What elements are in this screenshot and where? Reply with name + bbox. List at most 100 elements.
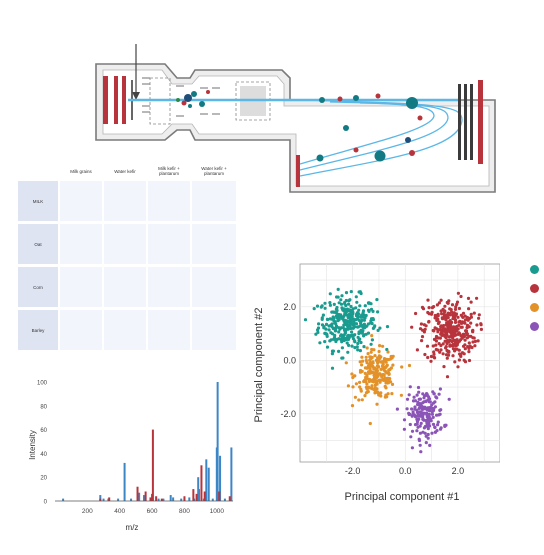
scatter-point xyxy=(363,371,367,375)
scatter-point xyxy=(438,412,442,416)
scatter-point xyxy=(336,319,340,323)
scatter-point xyxy=(427,408,431,413)
scatter-point xyxy=(449,308,453,312)
scatter-point xyxy=(469,312,473,316)
scatter-point xyxy=(372,379,376,383)
scatter-point xyxy=(418,443,422,447)
scatter-point xyxy=(337,349,341,353)
scatter-point xyxy=(368,371,372,375)
y-tick-label: 20 xyxy=(40,476,47,482)
x-tick-label: 0.0 xyxy=(399,466,412,476)
scatter-point xyxy=(416,412,420,417)
table-cell xyxy=(192,181,236,221)
scatter-point xyxy=(408,422,412,427)
spectrum-bar xyxy=(216,382,219,501)
scatter-point xyxy=(344,319,348,323)
scatter-point xyxy=(459,313,463,317)
scatter-point xyxy=(461,315,465,319)
scatter-point xyxy=(352,321,356,325)
spectrum-bar xyxy=(117,498,120,501)
scatter-point xyxy=(409,435,413,439)
scatter-point xyxy=(421,430,425,434)
scatter-point xyxy=(322,325,326,329)
scatter-point xyxy=(344,328,348,333)
scatter-point xyxy=(417,390,421,394)
scatter-point xyxy=(342,314,346,319)
table-cell xyxy=(148,267,190,307)
scatter-point xyxy=(345,341,349,345)
scatter-point xyxy=(450,310,454,314)
spectrum-bar xyxy=(172,497,175,501)
table-cell xyxy=(192,310,236,350)
table-cell xyxy=(192,267,236,307)
scatter-point xyxy=(351,307,355,311)
spectrum-bar xyxy=(149,497,152,501)
scatter-point xyxy=(453,307,458,311)
scatter-point xyxy=(420,335,425,339)
scatter-point xyxy=(442,312,446,316)
scatter-point xyxy=(445,341,449,346)
scatter-point xyxy=(426,436,430,440)
spectrum-bar xyxy=(205,459,208,501)
y-tick-label: 100 xyxy=(37,381,48,387)
source-plate xyxy=(114,76,118,124)
scatter-point xyxy=(432,337,437,341)
scatter-point xyxy=(374,380,378,384)
scatter-point xyxy=(363,304,367,308)
scatter-point xyxy=(407,363,412,368)
scatter-point xyxy=(410,446,414,450)
scatter-point xyxy=(402,427,406,431)
scatter-point xyxy=(453,320,458,324)
scatter-point xyxy=(357,312,361,316)
scatter-point xyxy=(432,305,436,309)
scatter-point xyxy=(467,350,471,354)
scatter-point xyxy=(341,308,346,312)
scatter-point xyxy=(422,330,426,334)
scatter-point xyxy=(324,332,329,336)
scatter-point xyxy=(424,418,428,423)
scatter-point xyxy=(329,331,333,335)
scatter-point xyxy=(459,325,463,329)
scatter-point xyxy=(347,302,351,306)
scatter-point xyxy=(312,307,316,311)
scatter-point xyxy=(373,391,377,395)
scatter-point xyxy=(325,345,330,349)
scatter-point xyxy=(456,315,460,319)
scatter-point xyxy=(477,316,481,320)
scatter-point xyxy=(366,308,371,312)
scatter-point xyxy=(316,326,321,330)
table-cell xyxy=(148,310,190,350)
scatter-point xyxy=(410,407,414,411)
scatter-point xyxy=(377,349,381,354)
scatter-point xyxy=(339,298,343,302)
table-row-label: Barley xyxy=(18,310,58,350)
scatter-point xyxy=(344,291,349,295)
scatter-point xyxy=(356,341,360,346)
scatter-point xyxy=(429,354,433,359)
scatter-point xyxy=(388,357,392,361)
scatter-point xyxy=(347,320,351,324)
scatter-point xyxy=(323,340,327,344)
spectrum-bar xyxy=(230,447,233,501)
scatter-point xyxy=(469,300,473,304)
ion-particles xyxy=(176,90,423,162)
scatter-point xyxy=(423,352,427,357)
scatter-point xyxy=(453,360,457,364)
scatter-point xyxy=(336,295,340,299)
scatter-point xyxy=(350,372,354,376)
scatter-point xyxy=(324,322,329,326)
scatter-point xyxy=(377,365,381,369)
scatter-point xyxy=(436,312,440,316)
scatter-point xyxy=(369,355,373,359)
scatter-point xyxy=(438,350,442,354)
table-cell xyxy=(148,181,190,221)
table-header: Water kefir xyxy=(114,168,136,174)
spectrum-bar xyxy=(218,491,221,501)
spectrum-bar xyxy=(192,489,195,501)
scatter-point xyxy=(339,334,343,338)
scatter-point xyxy=(340,356,344,360)
scatter-point xyxy=(330,322,334,326)
scatter-point xyxy=(390,392,394,396)
scatter-point xyxy=(428,443,432,447)
scatter-point xyxy=(410,325,414,329)
